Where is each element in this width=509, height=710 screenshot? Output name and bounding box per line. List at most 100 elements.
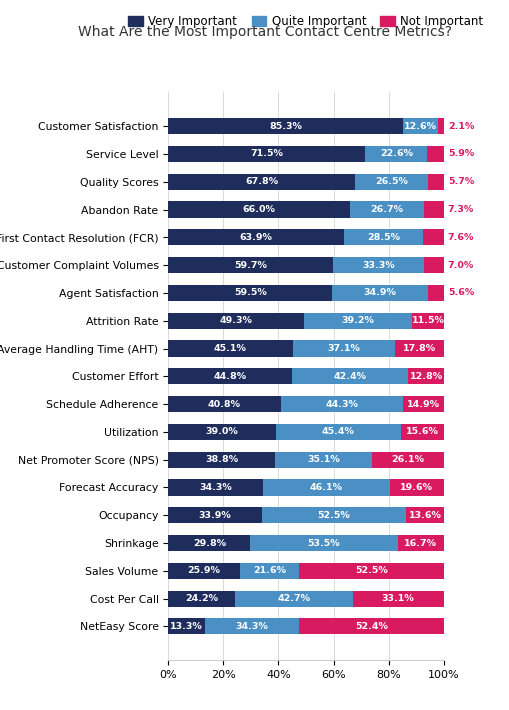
Text: 7.6%: 7.6% [447, 233, 473, 242]
Text: What Are the Most Important Contact Centre Metrics?: What Are the Most Important Contact Cent… [78, 25, 451, 39]
Bar [291, 368, 408, 384]
Text: 24.2%: 24.2% [185, 594, 218, 603]
Text: 33.3%: 33.3% [361, 261, 394, 270]
Text: 11.5%: 11.5% [411, 316, 443, 325]
Text: 53.5%: 53.5% [307, 539, 340, 547]
Bar [168, 257, 332, 273]
Bar [427, 146, 443, 162]
Bar [400, 424, 443, 440]
Bar [364, 146, 427, 162]
Text: 34.9%: 34.9% [363, 288, 396, 297]
Bar [168, 563, 239, 579]
Text: 26.5%: 26.5% [374, 178, 407, 186]
Bar [168, 202, 349, 217]
Text: 35.1%: 35.1% [306, 455, 339, 464]
Bar [168, 312, 303, 329]
Text: 59.5%: 59.5% [234, 288, 266, 297]
Bar [389, 479, 443, 496]
Text: 37.1%: 37.1% [326, 344, 359, 353]
Bar [168, 396, 280, 412]
Bar [299, 563, 443, 579]
Text: 38.8%: 38.8% [205, 455, 238, 464]
Text: 52.4%: 52.4% [354, 622, 387, 631]
Bar [422, 229, 443, 246]
Bar [280, 396, 402, 412]
Text: 5.6%: 5.6% [447, 288, 473, 297]
Text: 66.0%: 66.0% [242, 205, 275, 214]
Text: 7.0%: 7.0% [447, 261, 473, 270]
Text: 12.8%: 12.8% [409, 372, 442, 381]
Bar [275, 424, 400, 440]
Text: 71.5%: 71.5% [250, 150, 282, 158]
Bar [292, 341, 394, 356]
Text: 45.4%: 45.4% [321, 427, 354, 437]
Text: 34.3%: 34.3% [199, 483, 232, 492]
Text: 13.6%: 13.6% [408, 510, 441, 520]
Bar [397, 535, 443, 551]
Text: 42.4%: 42.4% [333, 372, 366, 381]
Bar [168, 118, 403, 134]
Bar [303, 312, 411, 329]
Bar [299, 618, 443, 635]
Text: 25.9%: 25.9% [187, 567, 220, 575]
Text: 44.3%: 44.3% [325, 400, 357, 408]
Bar [261, 507, 406, 523]
Bar [406, 507, 443, 523]
Bar [168, 452, 275, 468]
Legend: Very Important, Quite Important, Not Important: Very Important, Quite Important, Not Imp… [124, 10, 487, 33]
Bar [331, 285, 428, 301]
Bar [344, 229, 422, 246]
Bar [427, 174, 443, 190]
Text: 19.6%: 19.6% [400, 483, 432, 492]
Text: 16.7%: 16.7% [404, 539, 436, 547]
Text: 29.8%: 29.8% [192, 539, 225, 547]
Bar [239, 563, 299, 579]
Bar [402, 396, 443, 412]
Text: 2.1%: 2.1% [447, 121, 473, 131]
Bar [411, 312, 443, 329]
Text: 42.7%: 42.7% [277, 594, 309, 603]
Text: 33.9%: 33.9% [198, 510, 231, 520]
Bar [168, 341, 292, 356]
Text: 34.3%: 34.3% [235, 622, 268, 631]
Bar [394, 341, 443, 356]
Text: 59.7%: 59.7% [234, 261, 266, 270]
Text: 14.9%: 14.9% [406, 400, 439, 408]
Text: 26.7%: 26.7% [370, 205, 403, 214]
Text: 12.6%: 12.6% [403, 121, 436, 131]
Bar [168, 535, 250, 551]
Text: 13.3%: 13.3% [170, 622, 203, 631]
Bar [349, 202, 423, 217]
Text: 22.6%: 22.6% [379, 150, 412, 158]
Text: 7.3%: 7.3% [447, 205, 473, 214]
Bar [423, 202, 443, 217]
Bar [352, 591, 443, 606]
Bar [408, 368, 443, 384]
Bar [168, 618, 205, 635]
Text: 17.8%: 17.8% [402, 344, 435, 353]
Text: 39.0%: 39.0% [205, 427, 238, 437]
Bar [275, 452, 371, 468]
Bar [371, 452, 443, 468]
Text: 15.6%: 15.6% [405, 427, 438, 437]
Bar [168, 424, 275, 440]
Text: 63.9%: 63.9% [239, 233, 272, 242]
Bar [403, 118, 437, 134]
Bar [262, 479, 389, 496]
Bar [354, 174, 427, 190]
Bar [168, 368, 291, 384]
Text: 39.2%: 39.2% [341, 316, 374, 325]
Bar [250, 535, 397, 551]
Text: 5.7%: 5.7% [447, 178, 473, 186]
Text: 52.5%: 52.5% [354, 567, 387, 575]
Text: 85.3%: 85.3% [269, 121, 302, 131]
Bar [205, 618, 299, 635]
Text: 49.3%: 49.3% [219, 316, 252, 325]
Text: 33.1%: 33.1% [381, 594, 414, 603]
Text: 46.1%: 46.1% [309, 483, 342, 492]
Text: 40.8%: 40.8% [208, 400, 241, 408]
Text: 5.9%: 5.9% [447, 150, 473, 158]
Bar [168, 229, 344, 246]
Text: 26.1%: 26.1% [390, 455, 423, 464]
Bar [168, 479, 262, 496]
